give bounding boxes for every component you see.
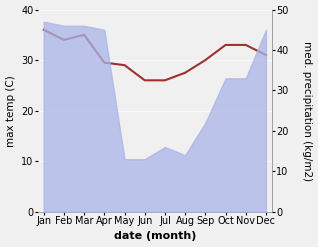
X-axis label: date (month): date (month)	[114, 231, 196, 242]
Y-axis label: max temp (C): max temp (C)	[5, 75, 16, 146]
Y-axis label: med. precipitation (kg/m2): med. precipitation (kg/m2)	[302, 41, 313, 181]
